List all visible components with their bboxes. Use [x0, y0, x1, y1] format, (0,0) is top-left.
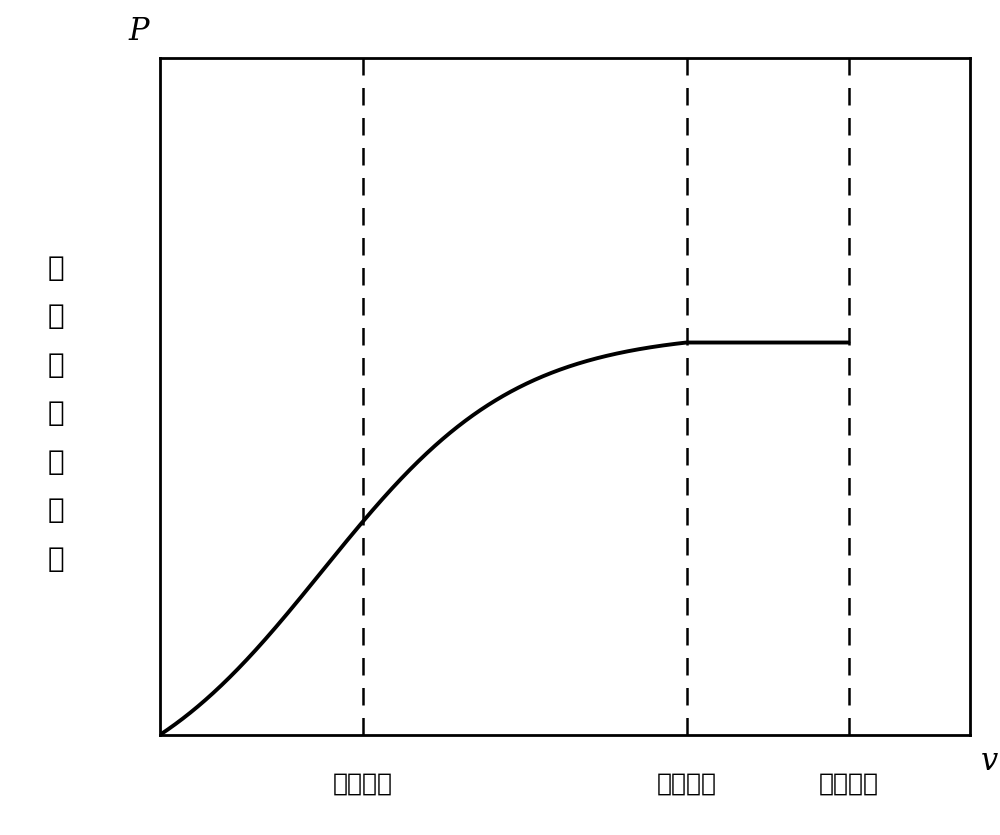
Text: P: P — [128, 17, 149, 48]
Text: 力: 力 — [48, 302, 64, 331]
Text: 风: 风 — [48, 254, 64, 282]
Text: v: v — [981, 746, 998, 777]
Text: 输: 输 — [48, 399, 64, 428]
Text: 切入风速: 切入风速 — [332, 772, 392, 796]
Text: 切出风速: 切出风速 — [818, 772, 879, 796]
Text: 功: 功 — [48, 496, 64, 524]
Text: 额定风速: 额定风速 — [656, 772, 716, 796]
Text: 率: 率 — [48, 544, 64, 573]
Text: 出: 出 — [48, 448, 64, 476]
Text: 机: 机 — [48, 351, 64, 379]
